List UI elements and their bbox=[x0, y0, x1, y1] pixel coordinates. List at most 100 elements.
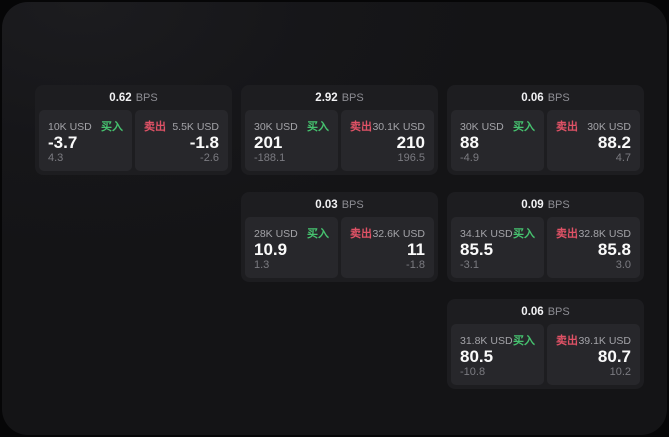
quote-card: 0.06 BPS 31.8K USD 买入 80.5 -10.8 卖 bbox=[447, 299, 644, 389]
buy-header-row: 30K USD 买入 bbox=[254, 118, 329, 134]
buy-quote-panel[interactable]: 30K USD 买入 88 -4.9 bbox=[451, 110, 544, 171]
sell-header-row: 卖出 30K USD bbox=[556, 118, 631, 134]
sell-quote-panel[interactable]: 卖出 32.6K USD 11 -1.8 bbox=[341, 217, 434, 278]
sell-quote-panel[interactable]: 卖出 32.8K USD 85.8 3.0 bbox=[547, 217, 640, 278]
buy-quote-panel[interactable]: 34.1K USD 买入 85.5 -3.1 bbox=[451, 217, 544, 278]
sell-side-label: 卖出 bbox=[144, 121, 166, 133]
sell-skew-value: 3.0 bbox=[615, 259, 631, 271]
sell-skew-value: 196.5 bbox=[397, 152, 425, 164]
sell-skew-value: 10.2 bbox=[609, 366, 631, 378]
quote-column-3: 0.06 BPS 30K USD 买入 88 -4.9 卖出 bbox=[447, 85, 644, 389]
bps-unit-label: BPS bbox=[547, 305, 570, 318]
sell-price-value: 11 bbox=[407, 240, 425, 260]
buy-size-label: 28K USD bbox=[254, 228, 298, 240]
buy-quote-panel[interactable]: 10K USD 买入 -3.7 4.3 bbox=[39, 110, 132, 171]
sell-header-row: 卖出 32.8K USD bbox=[556, 225, 631, 241]
spread-bps-value: 0.06 bbox=[521, 91, 544, 104]
quote-card: 0.09 BPS 34.1K USD 买入 85.5 -3.1 卖出 bbox=[447, 192, 644, 282]
buy-header-row: 34.1K USD 买入 bbox=[460, 225, 535, 241]
buy-header-row: 28K USD 买入 bbox=[254, 225, 329, 241]
buy-price-value: 80.5 bbox=[460, 347, 494, 367]
buy-side-label: 买入 bbox=[513, 228, 535, 240]
bps-unit-label: BPS bbox=[547, 198, 570, 211]
card-spread-header: 0.62 BPS bbox=[35, 85, 232, 110]
sell-size-label: 5.5K USD bbox=[172, 121, 219, 133]
sell-header-row: 卖出 5.5K USD bbox=[144, 118, 219, 134]
buy-size-label: 30K USD bbox=[254, 121, 298, 133]
quote-panels: 30K USD 买入 88 -4.9 卖出 30K USD 88.2 4.7 bbox=[451, 110, 640, 171]
sell-side-label: 卖出 bbox=[556, 335, 578, 347]
buy-side-label: 买入 bbox=[513, 335, 535, 347]
buy-skew-value: -4.9 bbox=[460, 152, 479, 164]
sell-skew-value: 4.7 bbox=[615, 152, 631, 164]
sell-size-label: 30.1K USD bbox=[372, 121, 425, 133]
sell-price-value: 80.7 bbox=[597, 347, 631, 367]
buy-header-row: 30K USD 买入 bbox=[460, 118, 535, 134]
sell-quote-panel[interactable]: 卖出 30K USD 88.2 4.7 bbox=[547, 110, 640, 171]
quote-column-1: 0.62 BPS 10K USD 买入 -3.7 4.3 卖出 bbox=[35, 85, 232, 389]
card-spread-header: 0.06 BPS bbox=[447, 299, 644, 324]
sell-price-value: 88.2 bbox=[597, 133, 631, 153]
bps-unit-label: BPS bbox=[135, 91, 158, 104]
buy-price-value: 10.9 bbox=[254, 240, 288, 260]
buy-price-value: 85.5 bbox=[460, 240, 494, 260]
quote-panels: 10K USD 买入 -3.7 4.3 卖出 5.5K USD -1.8 -2.… bbox=[39, 110, 228, 171]
quote-card: 0.06 BPS 30K USD 买入 88 -4.9 卖出 bbox=[447, 85, 644, 175]
spread-bps-value: 2.92 bbox=[315, 91, 338, 104]
bps-unit-label: BPS bbox=[341, 91, 364, 104]
sell-header-row: 卖出 32.6K USD bbox=[350, 225, 425, 241]
sell-quote-panel[interactable]: 卖出 39.1K USD 80.7 10.2 bbox=[547, 324, 640, 385]
sell-header-row: 卖出 39.1K USD bbox=[556, 332, 631, 348]
quote-panels: 30K USD 买入 201 -188.1 卖出 30.1K USD 210 1… bbox=[245, 110, 434, 171]
buy-side-label: 买入 bbox=[101, 121, 123, 133]
buy-skew-value: 4.3 bbox=[48, 152, 64, 164]
buy-size-label: 31.8K USD bbox=[460, 335, 513, 347]
sell-size-label: 32.6K USD bbox=[372, 228, 425, 240]
sell-quote-panel[interactable]: 卖出 5.5K USD -1.8 -2.6 bbox=[135, 110, 228, 171]
buy-skew-value: 1.3 bbox=[254, 259, 270, 271]
buy-side-label: 买入 bbox=[307, 121, 329, 133]
sell-price-value: 85.8 bbox=[597, 240, 631, 260]
buy-quote-panel[interactable]: 28K USD 买入 10.9 1.3 bbox=[245, 217, 338, 278]
quote-card: 2.92 BPS 30K USD 买入 201 -188.1 卖出 bbox=[241, 85, 438, 175]
sell-skew-value: -1.8 bbox=[406, 259, 425, 271]
card-spread-header: 2.92 BPS bbox=[241, 85, 438, 110]
sell-skew-value: -2.6 bbox=[200, 152, 219, 164]
buy-side-label: 买入 bbox=[307, 228, 329, 240]
sell-price-value: -1.8 bbox=[189, 133, 219, 153]
buy-price-value: -3.7 bbox=[48, 133, 78, 153]
bps-unit-label: BPS bbox=[341, 198, 364, 211]
sell-side-label: 卖出 bbox=[556, 228, 578, 240]
card-spread-header: 0.09 BPS bbox=[447, 192, 644, 217]
buy-size-label: 30K USD bbox=[460, 121, 504, 133]
spread-bps-value: 0.62 bbox=[109, 91, 132, 104]
quote-panels: 34.1K USD 买入 85.5 -3.1 卖出 32.8K USD 85.8… bbox=[451, 217, 640, 278]
sell-side-label: 卖出 bbox=[556, 121, 578, 133]
buy-header-row: 10K USD 买入 bbox=[48, 118, 123, 134]
quote-card: 0.62 BPS 10K USD 买入 -3.7 4.3 卖出 bbox=[35, 85, 232, 175]
buy-size-label: 34.1K USD bbox=[460, 228, 513, 240]
sell-size-label: 32.8K USD bbox=[578, 228, 631, 240]
sell-price-value: 210 bbox=[396, 133, 425, 153]
buy-quote-panel[interactable]: 30K USD 买入 201 -188.1 bbox=[245, 110, 338, 171]
spread-bps-value: 0.09 bbox=[521, 198, 544, 211]
sell-header-row: 卖出 30.1K USD bbox=[350, 118, 425, 134]
quote-card: 0.03 BPS 28K USD 买入 10.9 1.3 卖出 bbox=[241, 192, 438, 282]
card-spread-header: 0.03 BPS bbox=[241, 192, 438, 217]
buy-size-label: 10K USD bbox=[48, 121, 92, 133]
card-spread-header: 0.06 BPS bbox=[447, 85, 644, 110]
buy-quote-panel[interactable]: 31.8K USD 买入 80.5 -10.8 bbox=[451, 324, 544, 385]
bps-unit-label: BPS bbox=[547, 91, 570, 104]
buy-price-value: 201 bbox=[254, 133, 283, 153]
sell-side-label: 卖出 bbox=[350, 121, 372, 133]
sell-quote-panel[interactable]: 卖出 30.1K USD 210 196.5 bbox=[341, 110, 434, 171]
buy-skew-value: -3.1 bbox=[460, 259, 479, 271]
quote-board: 0.62 BPS 10K USD 买入 -3.7 4.3 卖出 bbox=[35, 85, 644, 389]
quote-column-2: 2.92 BPS 30K USD 买入 201 -188.1 卖出 bbox=[241, 85, 438, 389]
quote-panels: 28K USD 买入 10.9 1.3 卖出 32.6K USD 11 -1.8 bbox=[245, 217, 434, 278]
spread-bps-value: 0.03 bbox=[315, 198, 338, 211]
buy-skew-value: -10.8 bbox=[460, 366, 486, 378]
buy-price-value: 88 bbox=[460, 133, 479, 153]
buy-header-row: 31.8K USD 买入 bbox=[460, 332, 535, 348]
